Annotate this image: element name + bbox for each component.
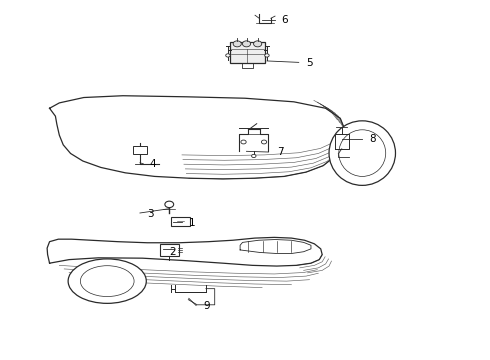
Circle shape [253,41,262,47]
Text: 2: 2 [169,247,176,257]
Text: 1: 1 [189,218,196,228]
Ellipse shape [68,259,147,303]
Circle shape [241,140,246,144]
Text: 3: 3 [147,209,154,219]
Circle shape [226,54,230,57]
Ellipse shape [329,121,395,185]
Ellipse shape [339,130,386,176]
Circle shape [262,140,267,144]
Text: 5: 5 [306,58,313,68]
FancyBboxPatch shape [172,217,190,226]
FancyBboxPatch shape [133,146,147,153]
Circle shape [251,154,256,158]
Text: 8: 8 [369,134,376,144]
FancyBboxPatch shape [160,244,178,256]
Text: 4: 4 [150,159,156,169]
Text: 7: 7 [277,147,283,157]
Circle shape [265,54,269,57]
Text: 9: 9 [203,301,210,311]
Ellipse shape [80,266,134,297]
Circle shape [243,41,250,47]
Text: 6: 6 [282,15,288,26]
Circle shape [165,201,173,208]
Circle shape [233,41,241,47]
FancyBboxPatch shape [230,42,265,63]
